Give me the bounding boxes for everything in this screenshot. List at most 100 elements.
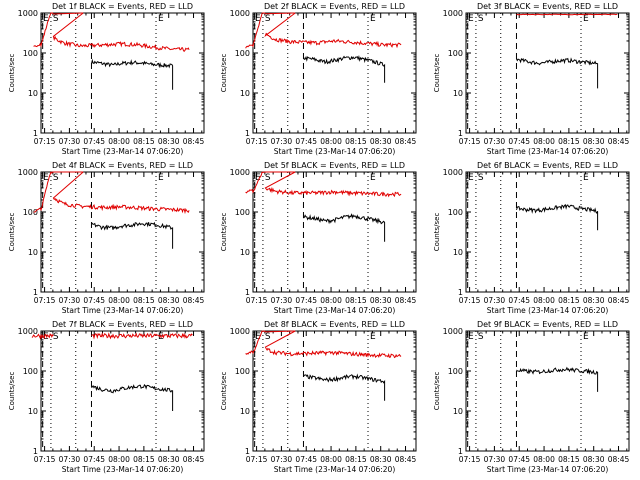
y-axis-label: Counts/sec <box>220 372 228 411</box>
marker-S: S <box>265 173 271 183</box>
plot-frame <box>252 12 417 134</box>
x-tick-label: 08:30 <box>370 455 392 464</box>
y-tick-label: 100 <box>23 49 38 58</box>
y-tick-label: 1 <box>33 447 38 456</box>
x-tick-label: 07:15 <box>459 455 481 464</box>
series-lld-line <box>33 12 84 48</box>
y-tick-label: 100 <box>23 367 38 376</box>
x-axis-label: Start Time (23-Mar-14 07:06:20) <box>487 465 609 474</box>
marker-E-end: E <box>583 332 589 342</box>
x-axis-label: Start Time (23-Mar-14 07:06:20) <box>62 465 184 474</box>
x-axis-label: Start Time (23-Mar-14 07:06:20) <box>274 465 396 474</box>
x-tick-label: 08:45 <box>608 455 630 464</box>
x-tick-label: 08:15 <box>133 296 155 305</box>
x-tick-label: 07:30 <box>59 296 81 305</box>
marker-E-start: E <box>43 332 49 342</box>
series-lld-line <box>52 171 190 215</box>
plot-frame <box>465 12 630 134</box>
y-axis-label: Counts/sec <box>433 54 441 93</box>
y-tick-label: 1 <box>33 129 38 138</box>
panel-title: Det 3f BLACK = Events, RED = LLD <box>477 2 618 11</box>
x-tick-label: 08:30 <box>158 137 180 146</box>
x-tick-label: 07:30 <box>271 137 293 146</box>
x-tick-label: 08:15 <box>133 137 155 146</box>
series-lld-line <box>245 12 296 49</box>
x-tick-label: 08:00 <box>108 137 130 146</box>
panel-title: Det 6f BLACK = Events, RED = LLD <box>477 161 618 170</box>
y-tick-label: 1 <box>458 129 463 138</box>
y-tick-label: 1000 <box>443 327 463 336</box>
x-tick-label: 07:45 <box>83 296 105 305</box>
plot-frame <box>40 12 205 134</box>
series-events-line <box>516 203 599 231</box>
y-axis-label: Counts/sec <box>8 54 16 93</box>
marker-S: S <box>53 173 59 183</box>
marker-S: S <box>478 14 484 24</box>
x-tick-label: 08:15 <box>345 296 367 305</box>
x-tick-label: 08:00 <box>320 137 342 146</box>
y-tick-label: 1000 <box>230 168 250 177</box>
x-tick-label: 08:00 <box>533 137 555 146</box>
plot-frame <box>252 330 417 452</box>
y-tick-label: 100 <box>235 49 250 58</box>
x-tick-label: 07:30 <box>484 296 506 305</box>
x-tick-label: 08:30 <box>370 296 392 305</box>
series-events-line <box>91 221 174 249</box>
marker-E-end: E <box>583 14 589 24</box>
panel-det-7: Det 7f BLACK = Events, RED = LLD 1 10 100 10… <box>8 320 205 474</box>
series-lld-line <box>264 12 402 49</box>
marker-S: S <box>478 332 484 342</box>
y-tick-label: 1000 <box>230 9 250 18</box>
x-tick-label: 08:00 <box>108 296 130 305</box>
series-events-line <box>91 58 174 90</box>
x-tick-label: 07:30 <box>271 296 293 305</box>
marker-E-start: E <box>43 173 49 183</box>
panel-det-6: Det 6f BLACK = Events, RED = LLD 1 10 100 10… <box>433 161 630 315</box>
x-tick-label: 08:00 <box>533 455 555 464</box>
y-axis-label: Counts/sec <box>220 213 228 252</box>
y-tick-label: 10 <box>28 89 38 98</box>
panel-det-9: Det 9f BLACK = Events, RED = LLD 1 10 100 10… <box>433 320 630 474</box>
marker-S: S <box>265 14 271 24</box>
y-axis-label: Counts/sec <box>433 213 441 252</box>
x-tick-label: 08:45 <box>608 296 630 305</box>
series-lld-line <box>264 171 402 198</box>
y-tick-label: 1 <box>245 288 250 297</box>
marker-E-start: E <box>468 173 474 183</box>
series-lld-line <box>52 12 190 53</box>
x-tick-label: 07:15 <box>246 296 268 305</box>
x-tick-label: 07:45 <box>508 296 530 305</box>
y-tick-label: 100 <box>235 367 250 376</box>
y-tick-label: 1000 <box>443 9 463 18</box>
marker-E-start: E <box>468 332 474 342</box>
y-tick-label: 1 <box>33 288 38 297</box>
x-tick-label: 08:15 <box>558 455 580 464</box>
panel-det-2: Det 2f BLACK = Events, RED = LLD 1 10 100 10… <box>220 2 417 156</box>
y-axis-label: Counts/sec <box>8 372 16 411</box>
x-tick-label: 07:30 <box>59 455 81 464</box>
x-tick-label: 08:45 <box>183 137 205 146</box>
series-lld-line <box>245 171 296 194</box>
marker-E-end: E <box>158 173 164 183</box>
y-tick-label: 1000 <box>18 327 38 336</box>
panel-det-8: Det 8f BLACK = Events, RED = LLD 1 10 100 10… <box>220 320 417 474</box>
series-lld-line <box>33 170 84 213</box>
y-tick-label: 10 <box>240 89 250 98</box>
x-tick-label: 08:15 <box>345 137 367 146</box>
x-tick-label: 07:15 <box>459 137 481 146</box>
y-tick-label: 100 <box>448 49 463 58</box>
y-tick-label: 10 <box>28 407 38 416</box>
marker-S: S <box>53 14 59 24</box>
x-tick-label: 07:30 <box>484 455 506 464</box>
marker-E-end: E <box>583 173 589 183</box>
x-tick-label: 07:15 <box>459 296 481 305</box>
x-tick-label: 07:30 <box>484 137 506 146</box>
series-events-line <box>303 55 386 83</box>
x-tick-label: 08:30 <box>370 137 392 146</box>
x-axis-label: Start Time (23-Mar-14 07:06:20) <box>274 147 396 156</box>
x-tick-label: 07:30 <box>271 455 293 464</box>
x-axis-label: Start Time (23-Mar-14 07:06:20) <box>487 306 609 315</box>
x-tick-label: 07:45 <box>508 137 530 146</box>
series-events-line <box>303 213 386 242</box>
